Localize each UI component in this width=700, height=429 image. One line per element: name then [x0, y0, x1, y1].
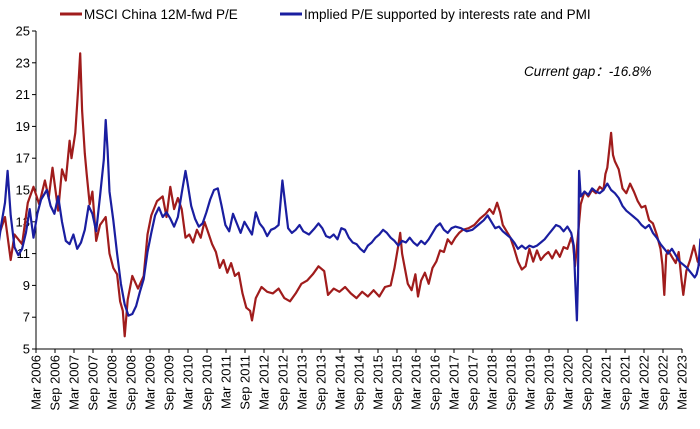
y-tick-label: 15: [16, 183, 30, 198]
x-tick-label: Sep 2009: [162, 355, 177, 411]
x-tick-label: Mar 2013: [295, 355, 310, 410]
x-tick-label: Sep 2017: [466, 355, 481, 411]
x-tick-label: Sep 2013: [314, 355, 329, 411]
x-tick-label: Sep 2019: [542, 355, 557, 411]
x-tick-label: Mar 2020: [561, 355, 576, 410]
x-tick-label: Sep 2007: [86, 355, 101, 411]
x-tick-label: Sep 2012: [276, 355, 291, 411]
x-tick-label: Sep 2006: [48, 355, 63, 411]
x-tick-label: Sep 2016: [428, 355, 443, 411]
x-tick-label: Sep 2018: [504, 355, 519, 411]
x-tick-label: Mar 2016: [409, 355, 424, 410]
x-tick-label: Mar 2022: [637, 355, 652, 410]
y-tick-label: 25: [16, 24, 30, 39]
x-tick-label: Sep 2022: [656, 355, 671, 411]
x-tick-label: Mar 2011: [219, 355, 234, 409]
x-tick-label: Mar 2014: [333, 355, 348, 410]
x-tick-label: Sep 2020: [580, 355, 595, 411]
x-tick-label: Sep 2015: [390, 355, 405, 411]
x-tick-label: Mar 2019: [523, 355, 538, 410]
y-tick-label: 5: [23, 342, 30, 357]
series-line-implied-pe: [0, 118, 700, 322]
x-tick-label: Mar 2010: [181, 355, 196, 410]
x-tick-label: Mar 2008: [105, 355, 120, 410]
legend: MSCI China 12M-fwd P/E Implied P/E suppo…: [60, 7, 591, 22]
x-tick-label: Mar 2006: [29, 355, 44, 410]
x-tick-label: Sep 2014: [352, 355, 367, 411]
x-tick-label: Mar 2023: [675, 355, 690, 410]
x-tick-label: Sep 2021: [618, 355, 633, 411]
legend-label-msci-pe: MSCI China 12M-fwd P/E: [84, 7, 238, 22]
x-tick-label: Mar 2012: [257, 355, 272, 410]
x-tick-label: Mar 2018: [485, 355, 500, 410]
y-tick-label: 19: [16, 119, 30, 134]
y-tick-label: 21: [16, 87, 30, 102]
y-tick-label: 11: [17, 246, 31, 261]
x-tick-label: Mar 2021: [599, 355, 614, 410]
x-tick-label: Mar 2007: [67, 355, 82, 410]
legend-label-implied-pe: Implied P/E supported by interests rate …: [304, 7, 591, 22]
x-tick-label: Mar 2017: [447, 355, 462, 410]
y-tick-label: 7: [23, 310, 30, 325]
x-tick-label: Mar 2015: [371, 355, 386, 410]
current-gap-annotation: Current gap：-16.8%: [524, 64, 652, 79]
y-tick-label: 17: [16, 151, 30, 166]
series-layer: [0, 52, 700, 338]
x-axis: Mar 2006 Sep 2006 Mar 2007 Sep 2007 Mar 2008…: [29, 349, 690, 411]
y-tick-label: 9: [23, 278, 30, 293]
x-tick-label: Sep 2010: [200, 355, 215, 411]
x-tick-label: Sep 2011: [238, 355, 253, 410]
x-tick-label: Mar 2009: [143, 355, 158, 410]
series-line-msci-pe: [0, 52, 700, 338]
x-tick-label: Sep 2008: [124, 355, 139, 411]
y-tick-label: 23: [16, 55, 30, 70]
